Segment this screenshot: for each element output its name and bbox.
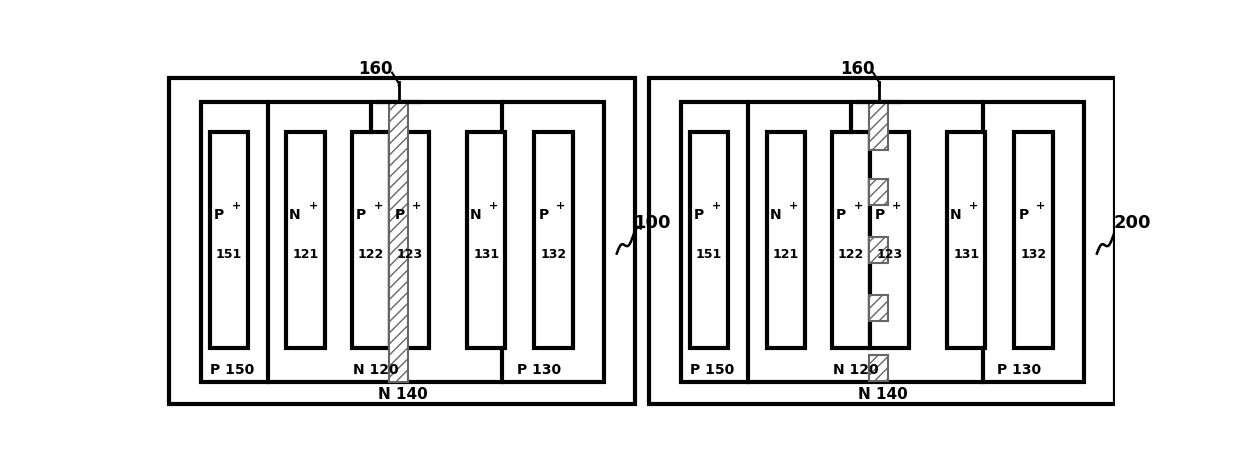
Text: P: P (836, 208, 846, 222)
Text: 200: 200 (1114, 214, 1151, 232)
Text: P: P (875, 208, 885, 222)
Text: +: + (892, 201, 902, 211)
Text: +: + (1036, 201, 1046, 211)
Text: N: N (470, 208, 481, 222)
Text: 100: 100 (633, 214, 672, 232)
Text: P: P (356, 208, 367, 222)
Text: N: N (289, 208, 301, 222)
Text: N: N (769, 208, 781, 222)
Text: 121: 121 (773, 248, 799, 261)
Text: +: + (309, 201, 317, 211)
Text: P: P (538, 208, 549, 222)
Text: 122: 122 (838, 248, 864, 261)
Text: 151: 151 (696, 248, 722, 261)
Bar (1015, 133, 1053, 348)
Text: 160: 160 (840, 60, 875, 78)
Text: 131: 131 (473, 248, 499, 261)
Text: +: + (556, 201, 565, 211)
Text: +: + (789, 201, 798, 211)
Bar (209, 133, 248, 348)
Text: 122: 122 (358, 248, 384, 261)
Text: 151: 151 (216, 248, 242, 261)
Bar (831, 133, 870, 348)
Bar (947, 133, 985, 348)
Text: +: + (854, 201, 864, 211)
Bar (870, 133, 908, 348)
Text: N 120: N 120 (353, 363, 399, 376)
Text: P: P (214, 208, 224, 222)
Text: P: P (694, 208, 704, 222)
Text: P 130: P 130 (517, 363, 561, 376)
Text: +: + (711, 201, 721, 211)
Bar (467, 133, 506, 348)
Text: +: + (232, 201, 240, 211)
Bar (534, 133, 572, 348)
Bar (201, 102, 605, 382)
Bar (767, 133, 805, 348)
Bar (870, 102, 888, 150)
Bar (352, 133, 390, 348)
Bar (286, 133, 325, 348)
Bar (649, 78, 1115, 404)
Text: +: + (969, 201, 979, 211)
Text: 132: 132 (540, 248, 566, 261)
Text: N 120: N 120 (833, 363, 878, 376)
Bar (870, 355, 888, 381)
Text: +: + (374, 201, 383, 211)
Bar (870, 180, 888, 205)
Text: N 140: N 140 (378, 387, 427, 402)
Text: N 140: N 140 (857, 387, 908, 402)
Text: +: + (413, 201, 421, 211)
Text: 131: 131 (953, 248, 979, 261)
Text: P: P (1018, 208, 1028, 222)
Bar (870, 295, 888, 321)
Text: P 150: P 150 (690, 363, 733, 376)
Bar (690, 133, 729, 348)
Bar (681, 102, 1084, 382)
Bar (170, 78, 636, 404)
Bar (389, 102, 409, 382)
Bar (870, 237, 888, 263)
Text: 121: 121 (292, 248, 318, 261)
Text: P 130: P 130 (997, 363, 1041, 376)
Text: P 150: P 150 (209, 363, 254, 376)
Text: 160: 160 (358, 60, 393, 78)
Text: 123: 123 (876, 248, 902, 261)
Text: P: P (394, 208, 404, 222)
Text: 123: 123 (396, 248, 422, 261)
Text: 132: 132 (1021, 248, 1047, 261)
Bar (390, 133, 429, 348)
Text: N: N (950, 208, 961, 222)
Text: +: + (489, 201, 498, 211)
